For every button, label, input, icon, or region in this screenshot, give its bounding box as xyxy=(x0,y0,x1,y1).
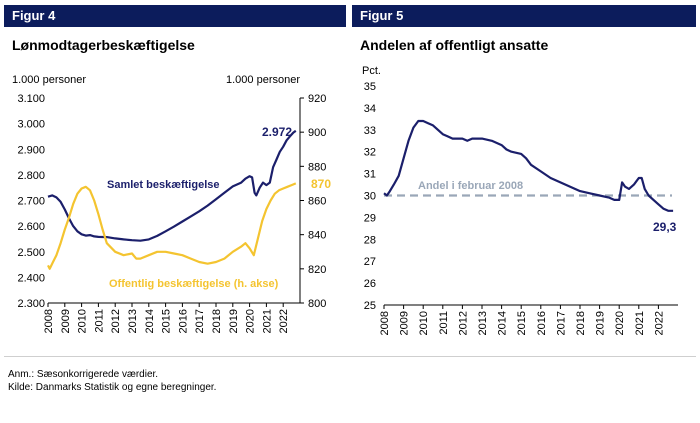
fig4-x-tick-label: 2012 xyxy=(110,309,122,333)
fig4-right-tick-label: 800 xyxy=(308,298,326,310)
fig4-left-tick-label: 2.400 xyxy=(17,272,45,284)
fig5-reference-label: Andel i februar 2008 xyxy=(418,180,523,192)
figure-4-header: Figur 4 xyxy=(4,5,346,27)
fig5-unit: Pct. xyxy=(362,65,381,77)
figure-5-title: Andelen af offentligt ansatte xyxy=(360,37,549,53)
fig5-x-tick-label: 2014 xyxy=(497,311,509,335)
fig4-left-tick-label: 2.900 xyxy=(17,144,45,156)
figure-4-title: Lønmodtagerbeskæftigelse xyxy=(12,37,195,53)
fig4-x-tick-label: 2017 xyxy=(194,309,206,333)
fig5-x-tick-label: 2021 xyxy=(634,311,646,335)
fig4-x-tick-label: 2018 xyxy=(211,309,223,333)
fig5-y-tick-label: 33 xyxy=(364,125,376,137)
footer-note: Anm.: Sæsonkorrigerede værdier. xyxy=(8,369,159,380)
footer-divider xyxy=(4,356,696,357)
fig5-x-tick-label: 2022 xyxy=(653,311,665,335)
fig5-x-tick-label: 2017 xyxy=(555,311,567,335)
fig4-x-tick-label: 2022 xyxy=(278,309,290,333)
fig5-y-tick-label: 25 xyxy=(364,300,376,312)
fig4-x-tick-label: 2009 xyxy=(60,309,72,333)
fig4-x-tick-label: 2008 xyxy=(43,309,55,333)
fig4-x-tick-label: 2021 xyxy=(261,309,273,333)
fig4-right-tick-label: 840 xyxy=(308,230,326,242)
fig5-y-tick-label: 32 xyxy=(364,147,376,159)
fig5-x-tick-label: 2008 xyxy=(379,311,391,335)
fig5-y-tick-label: 28 xyxy=(364,234,376,246)
charts-canvas: 1.000 personer 1.000 personer Samlet bes… xyxy=(12,65,678,335)
fig4-series-total-line xyxy=(47,129,297,242)
figure-5-label: Figur 5 xyxy=(360,8,404,23)
fig4-left-tick-label: 2.700 xyxy=(17,196,45,208)
fig4-left-tick-label: 3.000 xyxy=(17,119,45,131)
fig5-y-tick-label: 29 xyxy=(364,212,376,224)
fig5-x-tick-label: 2009 xyxy=(399,311,411,335)
fig4-x-tick-label: 2013 xyxy=(127,309,139,333)
fig5-y-tick-label: 26 xyxy=(364,278,376,290)
fig4-x-tick-label: 2020 xyxy=(245,309,257,333)
fig4-plot: 2.300 2.400 2.500 2.600 2.700 2.800 2.900 3.000… xyxy=(17,93,326,333)
fig5-x-tick-label: 2019 xyxy=(595,311,607,335)
fig5-end-label: 29,3 xyxy=(653,220,677,234)
fig5-plot: 25 26 27 28 29 30 31 32 33 34 35 2008 2009 2010 2011 20… xyxy=(364,81,678,335)
fig4-x-tick-label: 2014 xyxy=(144,309,156,333)
fig4-left-unit: 1.000 personer xyxy=(12,74,86,86)
fig4-series-label-total: Samlet beskæftigelse xyxy=(107,179,220,191)
fig5-y-tick-label: 30 xyxy=(364,191,376,203)
fig5-y-tick-label: 34 xyxy=(364,103,376,115)
fig4-right-tick-label: 900 xyxy=(308,127,326,139)
fig4-left-tick-label: 3.100 xyxy=(17,93,45,105)
fig4-right-tick-label: 860 xyxy=(308,196,326,208)
fig5-x-tick-label: 2011 xyxy=(438,311,450,335)
fig4-series-label-public: Offentlig beskæftigelse (h. akse) xyxy=(109,278,279,290)
fig4-series-public-line xyxy=(47,182,297,270)
fig5-x-tick-label: 2012 xyxy=(457,311,469,335)
fig4-x-tick-label: 2016 xyxy=(177,309,189,333)
fig5-series-line xyxy=(383,119,674,212)
fig4-x-tick-label: 2019 xyxy=(228,309,240,333)
fig5-x-tick-label: 2010 xyxy=(418,311,430,335)
fig4-right-tick-label: 880 xyxy=(308,161,326,173)
fig5-x-tick-label: 2015 xyxy=(516,311,528,335)
fig5-x-tick-label: 2013 xyxy=(477,311,489,335)
fig5-y-tick-label: 31 xyxy=(364,169,376,181)
footer-source: Kilde: Danmarks Statistik og egne beregn… xyxy=(8,382,217,393)
fig4-left-tick-label: 2.300 xyxy=(17,298,45,310)
fig5-x-tick-label: 2016 xyxy=(536,311,548,335)
fig4-right-unit: 1.000 personer xyxy=(226,74,300,86)
figure-4-label: Figur 4 xyxy=(12,8,56,23)
fig4-left-tick-label: 2.800 xyxy=(17,170,45,182)
fig5-x-tick-label: 2020 xyxy=(614,311,626,335)
figure-5-header: Figur 5 xyxy=(352,5,696,27)
fig4-right-tick-label: 820 xyxy=(308,264,326,276)
fig4-end-label-public: 870 xyxy=(311,177,331,191)
fig4-left-tick-label: 2.500 xyxy=(17,247,45,259)
fig4-left-tick-label: 2.600 xyxy=(17,221,45,233)
fig4-end-label-total: 2.972 xyxy=(262,125,292,139)
fig4-x-tick-label: 2015 xyxy=(161,309,173,333)
fig4-x-tick-label: 2011 xyxy=(93,309,105,333)
fig4-x-tick-label: 2010 xyxy=(77,309,89,333)
fig5-y-tick-label: 35 xyxy=(364,81,376,93)
fig5-y-tick-label: 27 xyxy=(364,256,376,268)
fig5-x-tick-label: 2018 xyxy=(575,311,587,335)
fig4-right-tick-label: 920 xyxy=(308,93,326,105)
